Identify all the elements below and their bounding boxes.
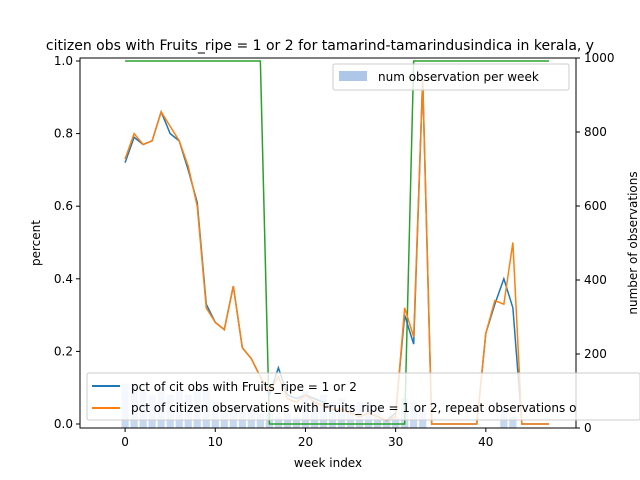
- x-ticks: 0 10 20 30 40: [121, 428, 493, 449]
- y-tick-label: 0.6: [54, 199, 73, 213]
- x-tick-label: 10: [208, 435, 223, 449]
- y-ticks: 0.0 0.2 0.4 0.6 0.8 1.0: [54, 54, 80, 431]
- y2-tick-label: 0: [584, 421, 592, 435]
- y2-axis-label: number of observations: [626, 171, 640, 314]
- y-tick-label: 0.8: [54, 127, 73, 141]
- series-line-0: [124, 79, 549, 425]
- chart-title: citizen obs with Fruits_ripe = 1 or 2 fo…: [46, 38, 594, 54]
- legend-bar-swatch: [339, 71, 367, 81]
- x-tick-label: 0: [121, 435, 129, 449]
- obs-bar: [274, 416, 283, 428]
- y2-tick-label: 800: [584, 125, 607, 139]
- plot-frame: [79, 57, 577, 429]
- y-axis-label: percent: [29, 220, 43, 266]
- y2-tick-label: 200: [584, 347, 607, 361]
- legend-line-2-label: pct of citizen observations with Fruits_…: [131, 401, 576, 415]
- legend-top: num observation per week: [332, 63, 570, 91]
- y-tick-label: 0.2: [54, 344, 73, 358]
- series-line-2: [125, 60, 549, 425]
- x-tick-label: 40: [478, 435, 493, 449]
- obs-bar: [392, 416, 400, 428]
- y2-tick-label: 400: [584, 273, 607, 287]
- obs-bar: [220, 413, 228, 428]
- obs-bar: [292, 416, 301, 428]
- legend-line-1-label: pct of cit obs with Fruits_ripe = 1 or 2: [131, 380, 357, 394]
- series-line-1: [124, 79, 549, 425]
- obs-bar: [256, 413, 264, 428]
- y-tick-label: 0.0: [54, 417, 73, 431]
- y2-ticks: 0 200 400 600 800 1000: [576, 51, 615, 435]
- x-tick-label: 30: [388, 435, 403, 449]
- x-tick-label: 20: [298, 435, 313, 449]
- obs-bar: [509, 416, 517, 428]
- obs-bar: [283, 413, 292, 428]
- legend-bottom: pct of cit obs with Fruits_ripe = 1 or 2…: [86, 372, 640, 421]
- x-axis-label: week index: [294, 456, 362, 470]
- y2-tick-label: 1000: [584, 51, 615, 65]
- y2-tick-label: 600: [584, 199, 607, 213]
- line-group: [124, 60, 549, 425]
- legend-bar-label: num observation per week: [378, 70, 539, 84]
- y-tick-label: 1.0: [54, 54, 73, 68]
- y-tick-label: 0.4: [54, 272, 73, 286]
